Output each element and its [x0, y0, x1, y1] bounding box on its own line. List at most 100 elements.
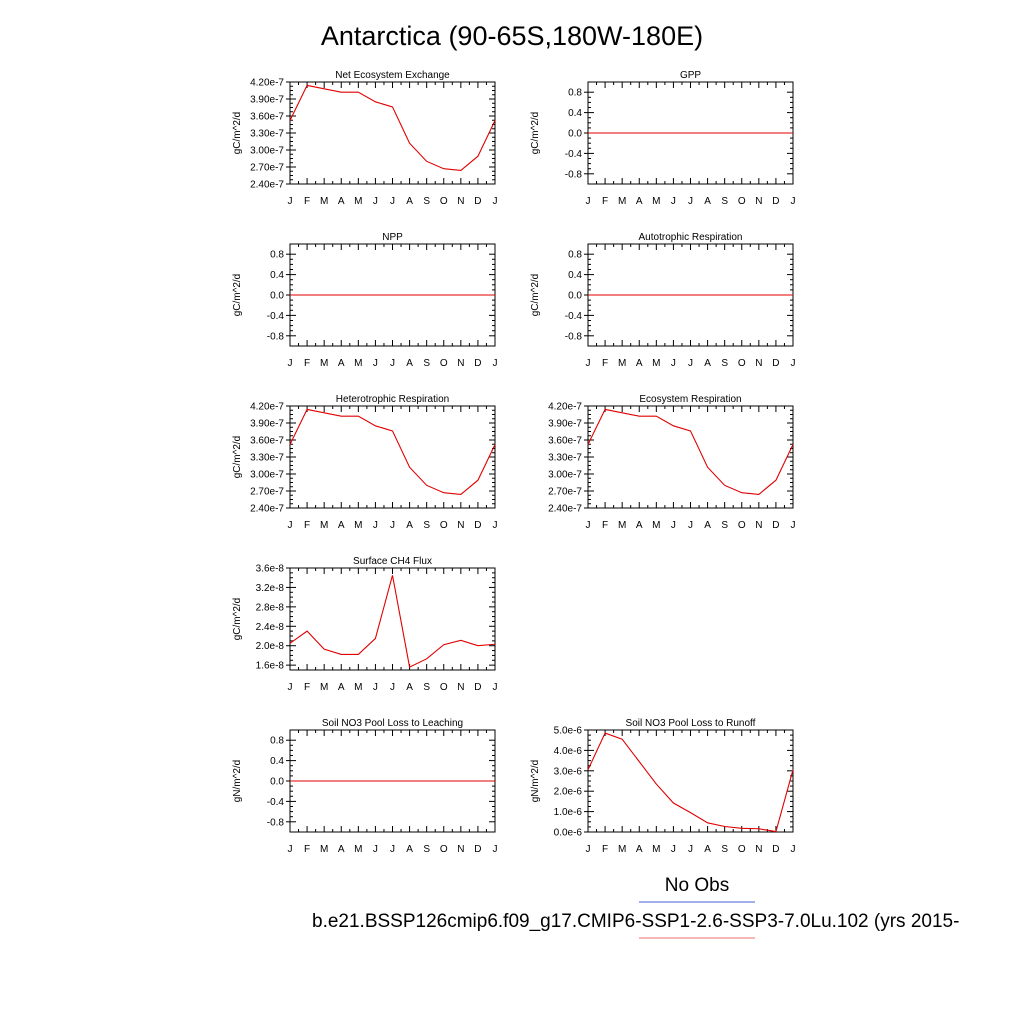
- series-line: [289, 575, 496, 668]
- x-tick-label: J: [288, 520, 293, 531]
- panel-title: Surface CH4 Flux: [353, 556, 432, 567]
- y-tick-label: 3.00e-7: [250, 146, 284, 157]
- y-tick-label: 3.00e-7: [250, 470, 284, 481]
- x-tick-label: N: [755, 520, 762, 531]
- x-tick-label: A: [636, 844, 643, 855]
- x-tick-label: J: [791, 358, 796, 369]
- x-tick-label: J: [671, 520, 676, 531]
- y-tick-label: -0.4: [267, 797, 285, 808]
- x-tick-label: N: [755, 358, 762, 369]
- x-tick-label: M: [618, 196, 626, 207]
- y-tick-label: 3.6e-8: [256, 564, 285, 575]
- plot-frame: [289, 405, 496, 509]
- x-tick-label: M: [354, 196, 362, 207]
- y-axis-label: gC/m^2/d: [232, 598, 243, 641]
- y-tick-label: 4.20e-7: [250, 402, 284, 413]
- y-tick-label: 2.40e-7: [250, 504, 284, 515]
- y-tick-label: 0.0: [270, 291, 284, 302]
- y-tick-label: 3.60e-7: [548, 436, 582, 447]
- x-tick-label: J: [791, 520, 796, 531]
- figure-title: Antarctica (90-65S,180W-180E): [321, 21, 703, 51]
- y-tick-label: 4.20e-7: [250, 78, 284, 89]
- y-tick-label: 4.20e-7: [548, 402, 582, 413]
- x-tick-label: J: [791, 844, 796, 855]
- x-tick-label: N: [457, 358, 464, 369]
- x-tick-label: N: [755, 844, 762, 855]
- x-tick-label: J: [493, 358, 498, 369]
- x-tick-label: D: [474, 844, 481, 855]
- x-tick-label: N: [457, 520, 464, 531]
- x-tick-label: M: [652, 520, 660, 531]
- x-tick-label: J: [493, 682, 498, 693]
- y-tick-label: 2.70e-7: [250, 163, 284, 174]
- x-tick-label: O: [440, 358, 448, 369]
- x-tick-label: A: [406, 844, 413, 855]
- y-tick-label: 0.4: [270, 270, 284, 281]
- x-tick-label: S: [721, 196, 728, 207]
- x-tick-label: J: [288, 358, 293, 369]
- x-tick-label: S: [423, 520, 430, 531]
- x-tick-label: A: [338, 682, 345, 693]
- x-tick-label: J: [688, 358, 693, 369]
- x-tick-label: M: [320, 682, 328, 693]
- x-tick-label: M: [618, 520, 626, 531]
- x-tick-label: J: [288, 682, 293, 693]
- x-tick-label: A: [406, 196, 413, 207]
- y-tick-label: 2.8e-8: [256, 602, 285, 613]
- series-line: [587, 408, 794, 495]
- x-tick-label: S: [423, 196, 430, 207]
- x-tick-label: D: [772, 844, 779, 855]
- x-tick-label: O: [440, 520, 448, 531]
- x-tick-label: S: [721, 520, 728, 531]
- x-tick-label: S: [423, 682, 430, 693]
- x-tick-label: D: [474, 520, 481, 531]
- x-tick-label: D: [772, 520, 779, 531]
- x-tick-label: M: [354, 358, 362, 369]
- x-tick-label: O: [440, 682, 448, 693]
- y-tick-label: 2.40e-7: [548, 504, 582, 515]
- series-line: [289, 408, 496, 495]
- panel-title: Net Ecosystem Exchange: [335, 70, 450, 81]
- x-tick-label: F: [602, 358, 608, 369]
- y-axis-label: gC/m^2/d: [232, 436, 243, 479]
- y-tick-label: 2.0e-8: [256, 641, 285, 652]
- y-tick-label: 1.6e-8: [256, 661, 285, 672]
- x-tick-label: J: [373, 196, 378, 207]
- x-tick-label: M: [320, 196, 328, 207]
- x-tick-label: J: [390, 682, 395, 693]
- plot-frame: [289, 81, 496, 185]
- x-tick-label: O: [738, 520, 746, 531]
- x-tick-label: A: [406, 682, 413, 693]
- series-line: [587, 732, 794, 833]
- x-tick-label: J: [373, 520, 378, 531]
- y-tick-label: -0.4: [267, 311, 285, 322]
- x-tick-label: S: [721, 844, 728, 855]
- panel-title: GPP: [680, 70, 701, 81]
- x-tick-label: J: [688, 196, 693, 207]
- x-tick-label: J: [586, 844, 591, 855]
- y-tick-label: 0.8: [568, 88, 582, 99]
- x-tick-label: N: [457, 196, 464, 207]
- panel-title: Ecosystem Respiration: [639, 394, 741, 405]
- x-tick-label: M: [652, 196, 660, 207]
- x-tick-label: J: [288, 196, 293, 207]
- y-tick-label: 3.30e-7: [250, 129, 284, 140]
- x-tick-label: J: [671, 844, 676, 855]
- x-tick-label: D: [474, 196, 481, 207]
- y-tick-label: -0.8: [267, 817, 285, 828]
- y-axis-label: gC/m^2/d: [232, 274, 243, 317]
- y-tick-label: 0.8: [270, 250, 284, 261]
- x-tick-label: A: [636, 520, 643, 531]
- x-tick-label: A: [704, 844, 711, 855]
- plot-frame: [587, 405, 794, 509]
- y-tick-label: 3.60e-7: [250, 112, 284, 123]
- y-tick-label: 0.0: [568, 129, 582, 140]
- x-tick-label: J: [373, 844, 378, 855]
- y-tick-label: -0.8: [565, 169, 583, 180]
